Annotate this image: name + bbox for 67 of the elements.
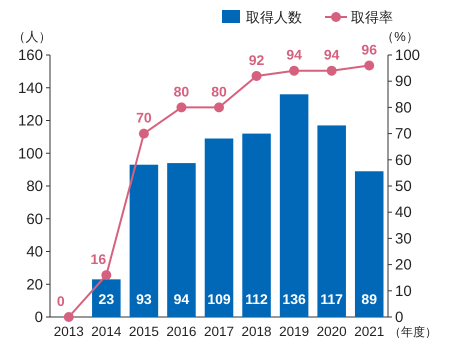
data-label: 94: [286, 46, 302, 63]
data-label: 94: [324, 46, 340, 63]
bar: [167, 163, 196, 317]
x-tick-label: 2016: [166, 324, 196, 339]
data-label: 16: [90, 251, 106, 268]
point: [138, 128, 149, 139]
point: [289, 66, 300, 76]
bar: [280, 94, 308, 317]
y2-tick-label: 30: [395, 230, 412, 248]
data-label: 93: [136, 291, 152, 307]
point: [364, 60, 374, 70]
y-tick-label: 100: [18, 145, 43, 162]
y-tick-label: 80: [26, 178, 43, 195]
y2-tick-label: 10: [395, 282, 412, 300]
point: [176, 102, 186, 112]
x-tick-label: 2020: [316, 324, 347, 339]
y2-tick-label: 50: [395, 178, 412, 195]
point: [326, 66, 337, 76]
y-tick-label: 160: [18, 47, 43, 64]
x-tick-label: 2017: [204, 324, 234, 339]
y-tick-label: 0: [34, 309, 43, 326]
y2-tick-label: 40: [395, 204, 412, 222]
y-tick-label: 60: [26, 210, 43, 228]
data-label: 70: [136, 110, 152, 126]
y2-tick-label: 90: [395, 73, 412, 90]
point: [64, 312, 74, 322]
x-tick-label: 2021: [354, 324, 384, 339]
y2-tick-label: 20: [395, 256, 412, 274]
data-label: 96: [361, 41, 378, 58]
bar: [354, 171, 384, 317]
data-label: 109: [207, 291, 231, 307]
x-tick-label: 2019: [279, 324, 310, 339]
y-tick-label: 120: [18, 112, 43, 130]
data-label: 92: [248, 52, 265, 68]
bar: [204, 138, 234, 317]
y2-axis-title: （%）: [381, 29, 419, 44]
y2-tick-label: 80: [395, 99, 412, 116]
x-axis-title: （年度）: [389, 325, 437, 339]
y2-tick-label: 100: [395, 47, 420, 64]
x-tick-label: 2018: [242, 324, 272, 339]
point: [252, 70, 262, 81]
data-label: 89: [361, 291, 378, 307]
bar: [317, 125, 346, 317]
data-label: 23: [98, 291, 114, 307]
data-label: 80: [211, 83, 227, 100]
bar: [130, 164, 158, 317]
x-tick-label: 2014: [91, 324, 122, 339]
data-label: 112: [245, 291, 268, 307]
y-tick-label: 40: [26, 244, 43, 260]
point: [214, 102, 224, 112]
legend-label: 取得人数: [246, 9, 302, 25]
y2-tick-label: 0: [395, 309, 404, 326]
y2-tick-label: 60: [395, 152, 412, 169]
y2-tick-label: 70: [395, 126, 412, 143]
point: [101, 270, 112, 280]
data-label: 80: [174, 83, 190, 100]
y-tick-label: 140: [18, 80, 43, 97]
legend-label: 取得率: [351, 9, 393, 25]
x-tick-label: 2015: [128, 324, 159, 339]
bar: [242, 134, 271, 317]
data-label: 94: [174, 291, 190, 307]
data-label: 0: [56, 293, 65, 309]
y-axis-title: （人）: [12, 29, 52, 44]
x-tick-label: 2013: [54, 324, 84, 339]
data-label: 117: [320, 291, 344, 307]
data-label: 136: [282, 291, 306, 307]
y-tick-label: 20: [26, 276, 43, 294]
